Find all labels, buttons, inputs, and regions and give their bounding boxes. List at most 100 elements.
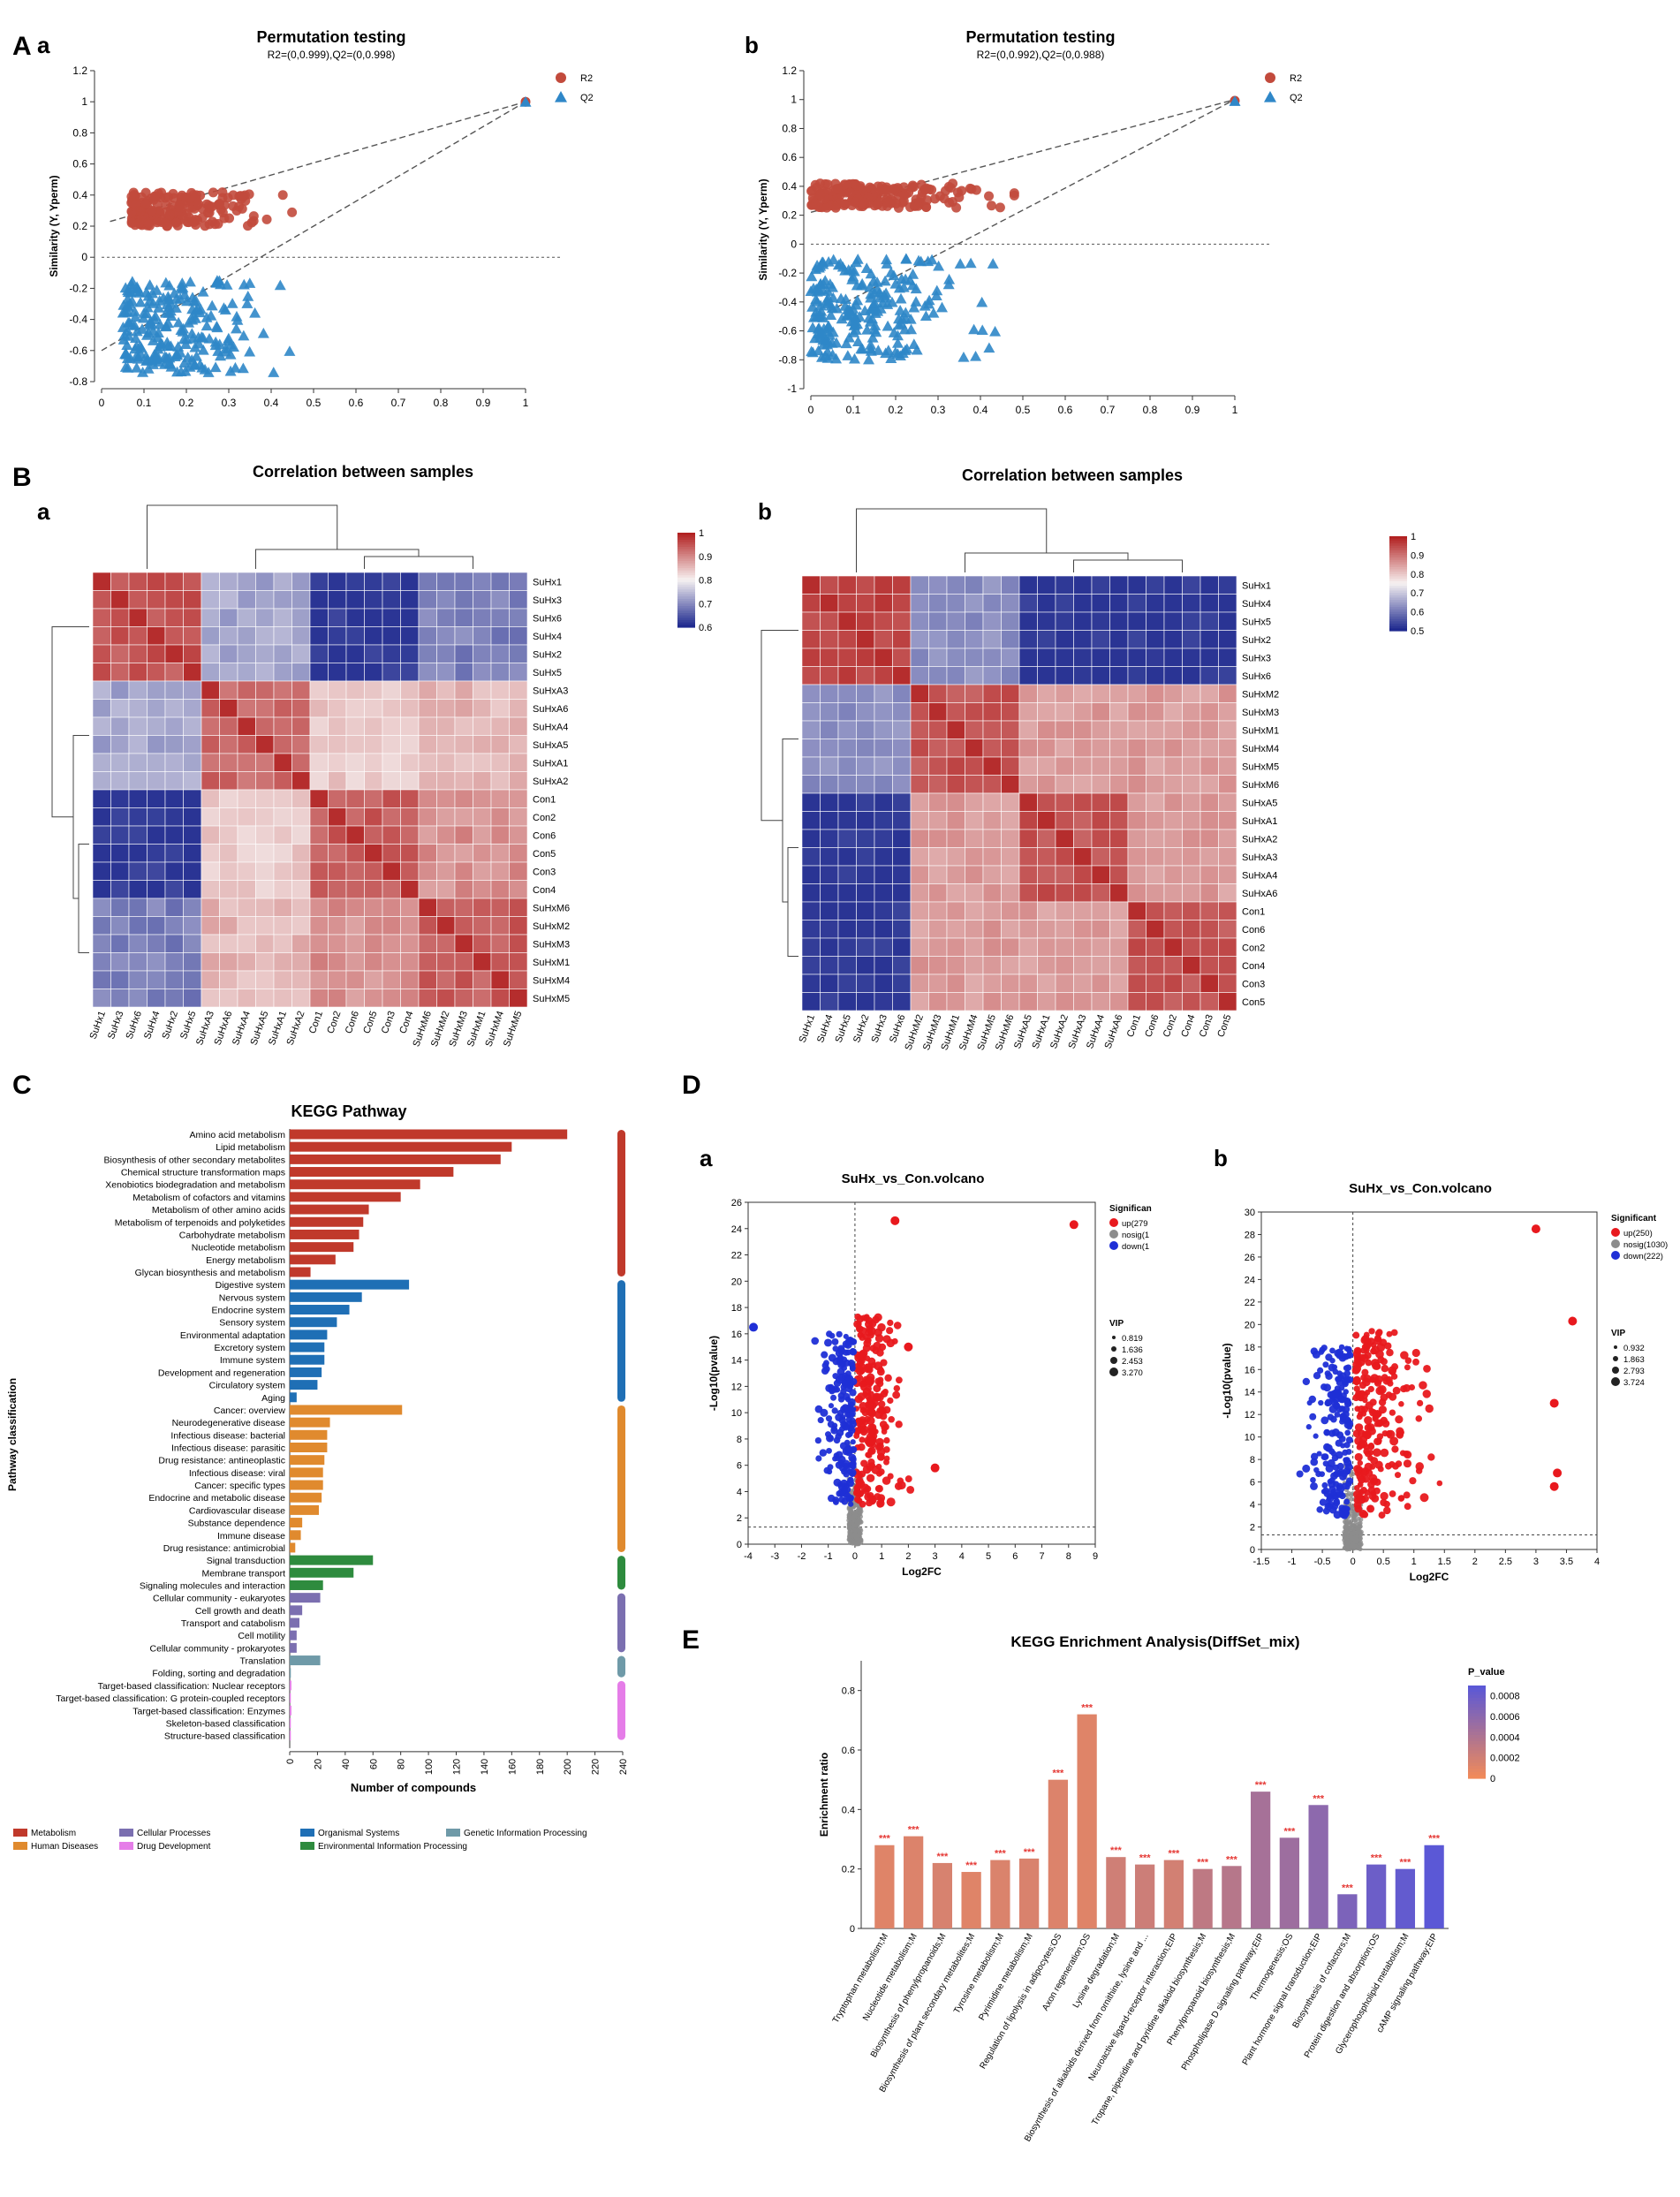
heatmap-cell xyxy=(110,663,130,682)
heatmap-cell xyxy=(946,756,965,776)
heatmap-cell xyxy=(946,702,965,722)
heatmap-cell xyxy=(436,970,456,989)
heatmap-cell xyxy=(820,829,839,848)
heatmap-cell xyxy=(219,789,238,808)
down-point xyxy=(1333,1497,1340,1505)
bar xyxy=(290,1680,291,1691)
heatmap-cell xyxy=(820,992,839,1011)
heatmap-cell xyxy=(1109,811,1129,830)
up-point xyxy=(884,1374,892,1383)
panel-letter-e: E xyxy=(682,1625,700,1655)
heatmap-cell xyxy=(255,861,275,881)
col-label: Con4 xyxy=(1179,1013,1197,1039)
heatmap-cell xyxy=(201,753,220,772)
heatmap-cell xyxy=(837,594,857,613)
heatmap-cell xyxy=(946,792,965,812)
heatmap-cell xyxy=(490,644,510,663)
heatmap-cell xyxy=(473,590,492,610)
heatmap-cell xyxy=(147,970,166,989)
heatmap-cell xyxy=(509,807,528,827)
row-label: Con3 xyxy=(533,867,556,877)
q2-point xyxy=(134,348,147,359)
heatmap-cell xyxy=(255,590,275,610)
q2-point xyxy=(158,359,170,369)
heatmap-cell xyxy=(1109,775,1129,794)
heatmap-cell xyxy=(1163,937,1183,957)
heatmap-cell xyxy=(183,844,202,863)
colorbar-segment xyxy=(1389,559,1407,564)
up-point xyxy=(862,1420,868,1426)
heatmap-cell xyxy=(982,865,1002,884)
heatmap-cell xyxy=(1163,829,1183,848)
outlier-point xyxy=(930,1463,940,1473)
heatmap-cell xyxy=(892,920,912,939)
x-tick-label: 1 xyxy=(879,1551,884,1562)
heatmap-cell xyxy=(1037,956,1056,975)
nosig-point xyxy=(1344,1492,1350,1498)
heatmap-cell xyxy=(910,901,929,920)
r2-point xyxy=(239,190,250,201)
heatmap-cell xyxy=(183,699,202,718)
down-point xyxy=(1343,1375,1351,1383)
up-point xyxy=(1389,1436,1399,1446)
up-point xyxy=(893,1384,901,1392)
sub-letter-b-b: b xyxy=(758,498,772,525)
heatmap-cell xyxy=(382,934,401,953)
y-tick-label: 20 xyxy=(731,1277,742,1287)
r2-point xyxy=(246,217,257,228)
heatmap-cell xyxy=(892,720,912,739)
heatmap-cell xyxy=(928,702,948,722)
heatmap-cell xyxy=(473,680,492,700)
heatmap-cell xyxy=(454,861,473,881)
heatmap-cell xyxy=(928,684,948,703)
colorbar-segment xyxy=(677,608,695,611)
r2-point xyxy=(180,192,191,202)
heatmap-cell xyxy=(1182,811,1201,830)
heatmap-cell xyxy=(509,608,528,627)
down-point xyxy=(847,1426,856,1435)
down-point xyxy=(844,1405,851,1413)
heatmap-cell xyxy=(1037,901,1056,920)
colorbar-segment xyxy=(1468,1772,1486,1777)
heatmap-cell xyxy=(273,771,292,791)
heatmap-cell xyxy=(801,775,821,794)
heatmap-cell xyxy=(910,594,929,613)
colorbar-segment xyxy=(1468,1766,1486,1770)
heatmap-cell xyxy=(1001,775,1020,794)
up-point xyxy=(1436,1480,1443,1487)
heatmap-cell xyxy=(255,663,275,682)
heatmap-cell xyxy=(291,861,311,881)
row-label: Con5 xyxy=(533,849,556,860)
heatmap-cell xyxy=(1055,666,1074,686)
heatmap-cell xyxy=(345,970,365,989)
heatmap-cell xyxy=(1163,611,1183,631)
heatmap-cell xyxy=(1055,630,1074,649)
significance-label: *** xyxy=(995,1849,1007,1860)
heatmap-cell xyxy=(1018,811,1038,830)
down-point xyxy=(1344,1484,1351,1490)
heatmap-cell xyxy=(364,989,383,1008)
heatmap-cell xyxy=(382,861,401,881)
heatmap-cell xyxy=(1091,920,1110,939)
down-point xyxy=(1329,1347,1336,1354)
r2-point xyxy=(818,186,829,197)
heatmap-cell xyxy=(1163,883,1183,903)
down-point xyxy=(848,1501,854,1507)
heatmap-cell xyxy=(201,807,220,827)
heatmap-cell xyxy=(147,898,166,917)
heatmap-cell xyxy=(820,956,839,975)
bar xyxy=(290,1192,401,1202)
heatmap-cell xyxy=(473,844,492,863)
heatmap-cell xyxy=(110,970,130,989)
heatmap-cell xyxy=(928,611,948,631)
heatmap-cell xyxy=(1163,720,1183,739)
heatmap-cell xyxy=(1146,811,1165,830)
r2-point xyxy=(927,185,937,195)
up-point xyxy=(1403,1459,1412,1468)
nosig-point xyxy=(1342,1534,1347,1539)
x-tick-label: 7 xyxy=(1039,1551,1044,1562)
heatmap-cell xyxy=(965,992,984,1011)
heatmap-cell xyxy=(1146,992,1165,1011)
colorbar-segment xyxy=(1389,609,1407,613)
heatmap-cell xyxy=(418,663,437,682)
